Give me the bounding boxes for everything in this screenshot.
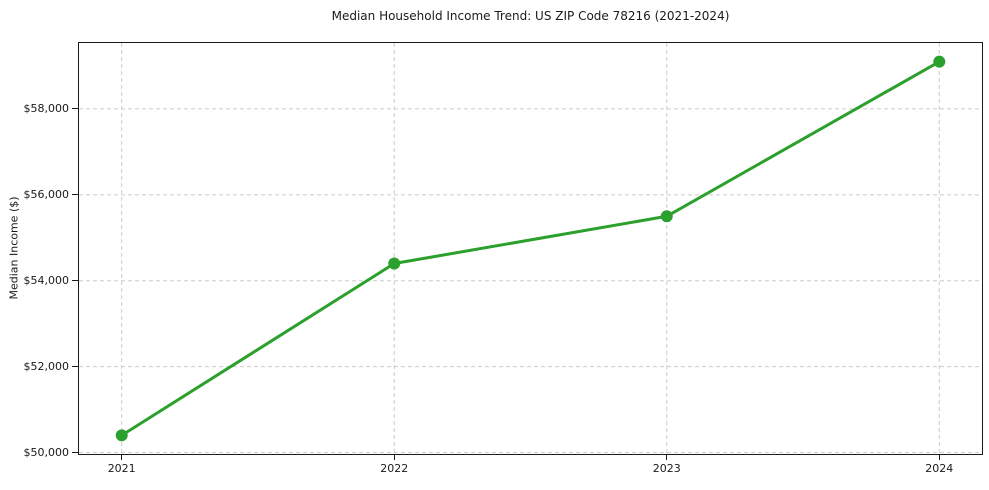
y-tick-label: $52,000 <box>23 360 70 374</box>
y-tick-mark <box>72 194 78 196</box>
chart-title: Median Household Income Trend: US ZIP Co… <box>331 9 730 23</box>
y-tick-mark <box>72 280 78 282</box>
y-tick-label: $58,000 <box>23 102 70 116</box>
y-tick-mark <box>72 108 78 110</box>
income-trend-line <box>120 60 941 437</box>
y-tick-mark <box>72 451 78 453</box>
x-tick-label: 2021 <box>107 462 136 475</box>
x-tick-label: 2022 <box>380 462 409 475</box>
y-tick-label: $56,000 <box>23 188 70 202</box>
plot-area <box>78 42 983 455</box>
y-tick-mark <box>72 366 78 368</box>
y-tick-label: $54,000 <box>23 274 70 288</box>
data-point-2022 <box>388 257 401 270</box>
line-chart-svg <box>79 43 982 454</box>
y-tick-label: $50,000 <box>23 445 70 459</box>
data-point-2023 <box>660 210 673 223</box>
data-point-2021 <box>115 429 128 442</box>
data-point-2024 <box>933 55 946 68</box>
x-tick-mark <box>121 454 123 460</box>
x-tick-label: 2023 <box>652 462 681 475</box>
x-tick-label: 2024 <box>925 462 954 475</box>
x-tick-mark <box>666 454 668 460</box>
x-tick-mark <box>938 454 940 460</box>
x-tick-mark <box>393 454 395 460</box>
